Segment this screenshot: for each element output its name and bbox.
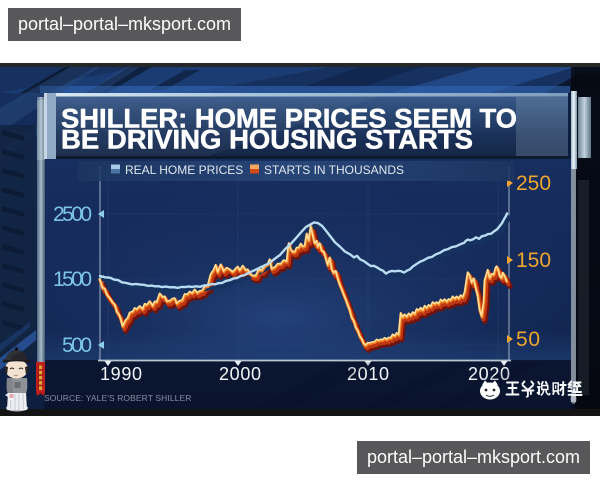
svg-text:2500: 2500 bbox=[53, 203, 92, 226]
svg-text:STARTS IN THOUSANDS: STARTS IN THOUSANDS bbox=[264, 163, 404, 177]
svg-text:2010: 2010 bbox=[347, 364, 389, 384]
svg-text:2000: 2000 bbox=[219, 364, 261, 384]
svg-text:150: 150 bbox=[516, 249, 551, 272]
svg-text:REAL HOME PRICES: REAL HOME PRICES bbox=[125, 163, 243, 177]
svg-text:50: 50 bbox=[516, 328, 540, 351]
svg-text:SOURCE: YALE'S ROBERT SHILLER: SOURCE: YALE'S ROBERT SHILLER bbox=[44, 393, 192, 403]
svg-text:1990: 1990 bbox=[100, 364, 142, 384]
svg-text:2020: 2020 bbox=[468, 364, 510, 384]
svg-text:250: 250 bbox=[516, 172, 551, 195]
svg-text:500: 500 bbox=[62, 334, 92, 357]
svg-text:BE DRIVING HOUSING STARTS: BE DRIVING HOUSING STARTS bbox=[61, 125, 473, 155]
svg-text:SHILLER: HOME PRICES SEEM TO: SHILLER: HOME PRICES SEEM TO bbox=[61, 104, 517, 134]
svg-text:1500: 1500 bbox=[53, 268, 92, 291]
